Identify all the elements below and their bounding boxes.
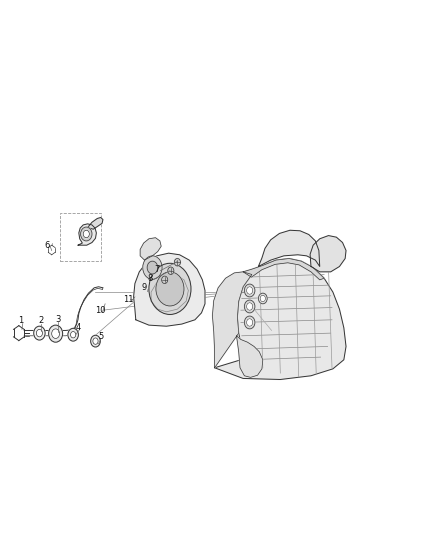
- Text: 4: 4: [75, 324, 81, 332]
- Circle shape: [91, 335, 100, 347]
- Circle shape: [260, 295, 265, 302]
- Circle shape: [68, 328, 78, 341]
- Polygon shape: [212, 272, 252, 368]
- Circle shape: [83, 230, 89, 238]
- Circle shape: [149, 263, 191, 314]
- Circle shape: [49, 325, 63, 342]
- Polygon shape: [88, 217, 103, 229]
- Circle shape: [174, 259, 180, 266]
- Polygon shape: [310, 236, 346, 272]
- Text: 2: 2: [38, 317, 43, 325]
- Circle shape: [34, 326, 45, 340]
- Text: 5: 5: [98, 333, 103, 341]
- Circle shape: [162, 276, 168, 284]
- Text: 11: 11: [123, 295, 133, 304]
- Circle shape: [168, 267, 174, 274]
- Circle shape: [143, 256, 162, 279]
- Circle shape: [244, 316, 255, 329]
- Circle shape: [147, 261, 158, 274]
- Circle shape: [247, 303, 253, 310]
- Text: 1: 1: [18, 317, 24, 325]
- Circle shape: [244, 284, 255, 297]
- Polygon shape: [243, 259, 324, 280]
- Text: 10: 10: [95, 306, 105, 314]
- Polygon shape: [215, 259, 346, 379]
- Circle shape: [258, 293, 267, 304]
- Text: 3: 3: [56, 316, 61, 324]
- Circle shape: [71, 332, 76, 338]
- Circle shape: [247, 287, 253, 294]
- Circle shape: [81, 227, 92, 241]
- Polygon shape: [237, 336, 263, 377]
- Circle shape: [156, 272, 184, 306]
- Polygon shape: [258, 230, 320, 266]
- Circle shape: [247, 319, 253, 326]
- Circle shape: [36, 329, 42, 337]
- Text: 8: 8: [148, 274, 153, 282]
- Polygon shape: [78, 224, 96, 245]
- Circle shape: [244, 300, 255, 313]
- Polygon shape: [134, 253, 205, 326]
- Polygon shape: [140, 238, 161, 260]
- Text: 9: 9: [142, 284, 147, 292]
- Text: 7: 7: [154, 265, 159, 273]
- Circle shape: [52, 329, 60, 338]
- Text: 6: 6: [45, 241, 50, 249]
- Circle shape: [93, 338, 98, 344]
